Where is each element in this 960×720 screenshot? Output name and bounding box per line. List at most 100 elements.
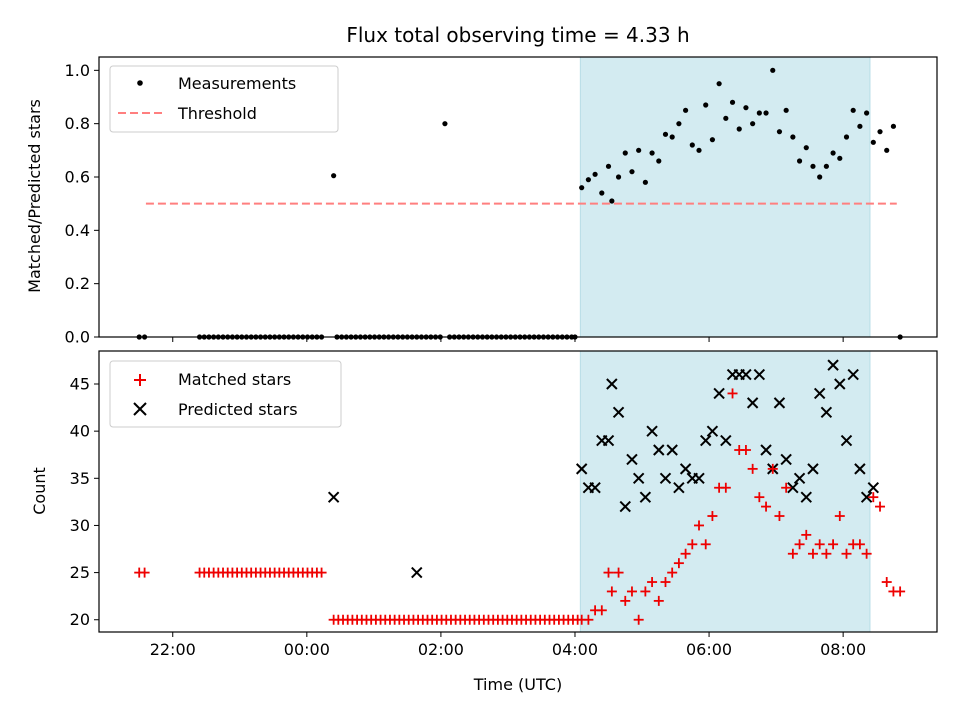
- measurement-point: [817, 174, 823, 180]
- measurement-point: [884, 147, 890, 153]
- predicted-star-point: [666, 444, 678, 456]
- measurement-point: [877, 129, 883, 135]
- top-panel: 0.0 0.2 0.4 0.6 0.8 1.0 Matched/Predicted sta…: [25, 56, 938, 347]
- predicted-star-point: [773, 397, 786, 409]
- matched-star-point: [727, 388, 738, 399]
- matched-star-point: [316, 567, 327, 578]
- matched-star-point: [767, 463, 778, 474]
- matched-star-point: [814, 539, 825, 550]
- measurement-point: [609, 198, 615, 204]
- top-panel-legend: Measurements Threshold: [109, 65, 339, 133]
- predicted-star-point: [813, 387, 826, 400]
- matched-star-point: [747, 463, 758, 474]
- measurement-point: [605, 163, 612, 169]
- measurement-point: [649, 150, 655, 156]
- measurement-point: [736, 126, 742, 132]
- measurement-point: [689, 142, 695, 148]
- measurement-point: [331, 173, 337, 179]
- measurement-point: [857, 123, 863, 129]
- top-legend-box: [109, 65, 339, 133]
- measurement-point: [783, 107, 789, 113]
- bottom-panel-ylabel: Count: [30, 467, 49, 515]
- matched-star-point: [653, 595, 664, 606]
- predicted-star-point: [753, 368, 766, 381]
- predicted-star-point: [706, 425, 719, 437]
- matched-star-point: [633, 614, 644, 625]
- matched-star-point: [868, 492, 879, 503]
- measurement-point: [864, 110, 870, 116]
- predicted-star-point: [327, 491, 340, 503]
- measurement-point: [442, 121, 448, 127]
- measurement-point: [790, 134, 796, 140]
- measurement-point: [843, 134, 850, 140]
- matched-star-point: [700, 539, 711, 550]
- matched-star-point: [596, 605, 607, 616]
- y-tick-label: 0.8: [65, 114, 90, 133]
- predicted-star-point: [800, 491, 812, 503]
- predicted-star-point: [793, 472, 806, 485]
- matched-star-point: [694, 520, 705, 531]
- matched-star-point: [606, 586, 617, 597]
- observing-window-band: [579, 56, 871, 338]
- predicted-star-point: [659, 472, 672, 485]
- measurement-point: [592, 171, 598, 177]
- measurement-point: [585, 177, 591, 183]
- x-tick-label: 22:00: [150, 640, 196, 659]
- matched-star-point: [707, 511, 718, 522]
- measurement-point: [756, 110, 762, 116]
- matched-star-point: [787, 548, 798, 559]
- predicted-star-point: [834, 378, 846, 390]
- predicted-star-point: [646, 425, 658, 437]
- measurement-point: [629, 169, 635, 175]
- matched-star-point: [821, 548, 832, 559]
- bottom-panel-predicted-points: [327, 359, 880, 579]
- measurement-point: [696, 147, 702, 153]
- predicted-star-point: [411, 566, 423, 579]
- axes-frame: [98, 56, 938, 338]
- top-panel-frame: [98, 56, 938, 338]
- matched-star-point: [801, 529, 812, 540]
- y-tick-label: 0.0: [65, 328, 90, 347]
- predicted-star-point: [639, 491, 652, 503]
- matched-star-point: [673, 558, 684, 569]
- matched-star-point: [740, 445, 751, 456]
- bottom-panel-frame: [98, 350, 938, 633]
- x-tick-label: 08:00: [820, 640, 866, 659]
- measurement-point: [837, 155, 843, 161]
- matched-star-point: [875, 501, 886, 512]
- predicted-star-point: [575, 463, 588, 475]
- matched-star-point: [861, 548, 872, 559]
- predicted-star-point: [673, 482, 685, 494]
- legend-matched-marker: [134, 374, 146, 386]
- predicted-star-point: [626, 453, 638, 466]
- legend-predicted-marker: [133, 402, 147, 416]
- predicted-star-point: [807, 463, 819, 475]
- y-tick-label: 0.4: [65, 221, 90, 240]
- legend-matched-label: Matched stars: [178, 370, 291, 389]
- predicted-star-point: [840, 434, 853, 447]
- top-panel-window: [579, 56, 871, 338]
- measurement-point: [763, 110, 769, 116]
- predicted-star-point: [653, 444, 665, 456]
- measurement-point: [709, 137, 716, 143]
- predicted-star-point: [867, 482, 880, 494]
- top-panel-y-ticks: 0.0 0.2 0.4 0.6 0.8 1.0: [65, 61, 99, 347]
- measurement-point: [669, 134, 675, 140]
- bottom-panel-y-ticks: 20 25 30 35 40 45: [70, 375, 99, 629]
- measurement-point: [810, 163, 816, 169]
- measurement-point: [776, 129, 783, 135]
- measurement-point: [716, 81, 722, 87]
- predicted-star-point: [760, 444, 772, 456]
- measurement-point: [662, 131, 669, 137]
- matched-star-point: [834, 511, 845, 522]
- measurement-point: [870, 139, 876, 145]
- matched-star-point: [620, 595, 631, 606]
- matched-star-point: [613, 567, 624, 578]
- matched-star-point: [603, 567, 614, 578]
- matched-star-point: [720, 482, 731, 493]
- bottom-panel-legend: Matched stars Predicted stars: [109, 360, 342, 428]
- measurement-point: [729, 99, 736, 105]
- matched-star-point: [754, 492, 765, 503]
- matched-star-point: [807, 548, 818, 559]
